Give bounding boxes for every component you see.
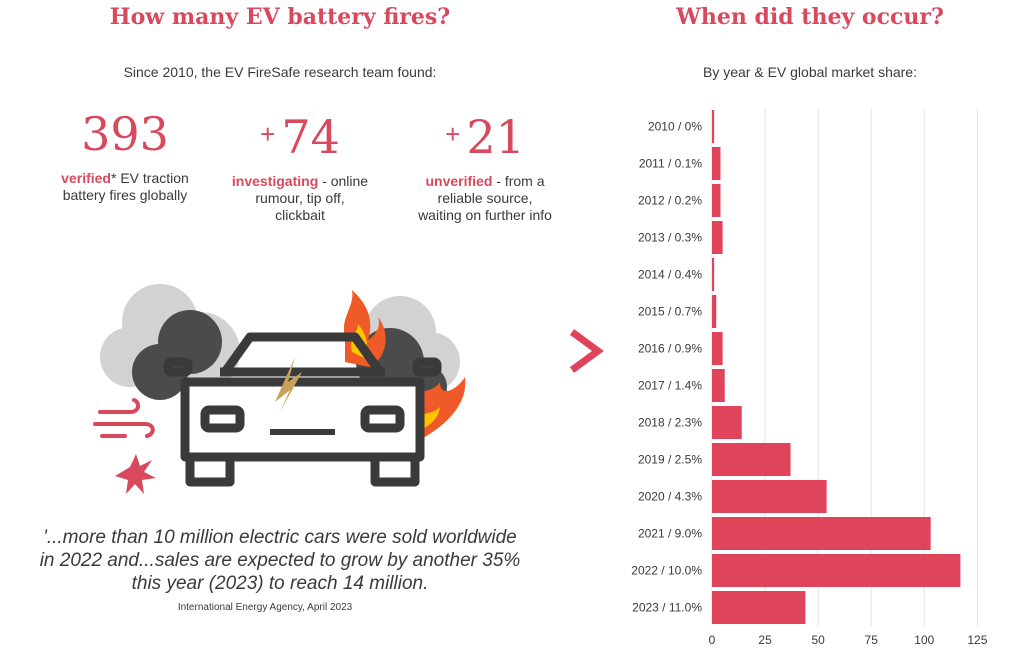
stat-desc-unverified: unverified - from a reliable source, wai… (418, 173, 552, 223)
bar (712, 443, 791, 476)
x-tick-label: 25 (758, 633, 772, 647)
bar (712, 480, 827, 513)
right-subtitle: By year & EV global market share: (703, 64, 917, 80)
quote-source: International Energy Agency, April 2023 (177, 602, 353, 613)
stat-number-verified: 393 (81, 107, 169, 161)
category-label: 2010 / 0% (648, 120, 702, 134)
category-label: 2016 / 0.9% (638, 342, 702, 356)
wind-icon (93, 398, 155, 438)
x-tick-label: 0 (709, 633, 716, 647)
right-title: When did they occur? (676, 4, 944, 30)
bar (712, 406, 742, 439)
left-title: How many EV battery fires? (109, 4, 451, 30)
category-label: 2017 / 1.4% (638, 379, 702, 393)
x-tick-label: 100 (914, 633, 934, 647)
category-label: 2021 / 9.0% (638, 527, 702, 541)
bar (712, 517, 931, 550)
chart-category-labels: 2010 / 0% 2011 / 0.1% 2012 / 0.2% 2013 / 0.… (631, 120, 702, 615)
category-label: 2011 / 0.1% (639, 157, 702, 171)
category-label: 2018 / 2.3% (638, 416, 702, 430)
bar (712, 591, 806, 624)
burning-car-illustration (93, 284, 466, 494)
bar (712, 110, 715, 143)
stat-investigating: +74 investigating - online rumour, tip o… (210, 106, 390, 224)
stat-number-investigating: +74 (260, 110, 340, 164)
bar (712, 258, 715, 291)
bar (712, 554, 961, 587)
x-tick-label: 125 (967, 633, 987, 647)
category-label: 2015 / 0.7% (638, 305, 702, 319)
chart-bars (712, 110, 961, 624)
stat-desc-verified: verified* EV traction battery fires glob… (61, 170, 189, 203)
bar (712, 332, 723, 365)
stat-desc-investigating: investigating - online rumour, tip off, … (231, 173, 369, 223)
x-tick-label: 75 (865, 633, 879, 647)
bar (712, 147, 721, 180)
bar (712, 369, 725, 402)
stat-number-unverified: +21 (445, 110, 525, 164)
category-label: 2013 / 0.3% (638, 231, 702, 245)
category-label: 2023 / 11.0% (632, 601, 702, 615)
bar (712, 221, 723, 254)
left-subtitle: Since 2010, the EV FireSafe research tea… (123, 64, 437, 80)
lightning-bolt-icon (275, 357, 302, 412)
bar (712, 184, 721, 217)
category-label: 2020 / 4.3% (638, 490, 702, 504)
category-label: 2019 / 2.5% (638, 453, 702, 467)
car-front-icon (163, 332, 442, 487)
stat-unverified: +21 unverified - from a reliable source,… (390, 106, 580, 224)
quote: '...more than 10 million electric cars w… (39, 527, 521, 594)
stat-verified: 393 verified* EV traction battery fires … (30, 106, 220, 204)
bar (712, 295, 717, 328)
chart-x-ticks: 0 25 50 75 100 125 (709, 633, 988, 647)
bar-chart: 2010 / 0% 2011 / 0.1% 2012 / 0.2% 2013 / 0.… (631, 108, 988, 647)
x-tick-label: 50 (811, 633, 825, 647)
category-label: 2014 / 0.4% (638, 268, 702, 282)
category-label: 2022 / 10.0% (631, 564, 702, 578)
spark-icon (115, 454, 156, 494)
chevron-right-icon (569, 329, 604, 373)
category-label: 2012 / 0.2% (638, 194, 702, 208)
